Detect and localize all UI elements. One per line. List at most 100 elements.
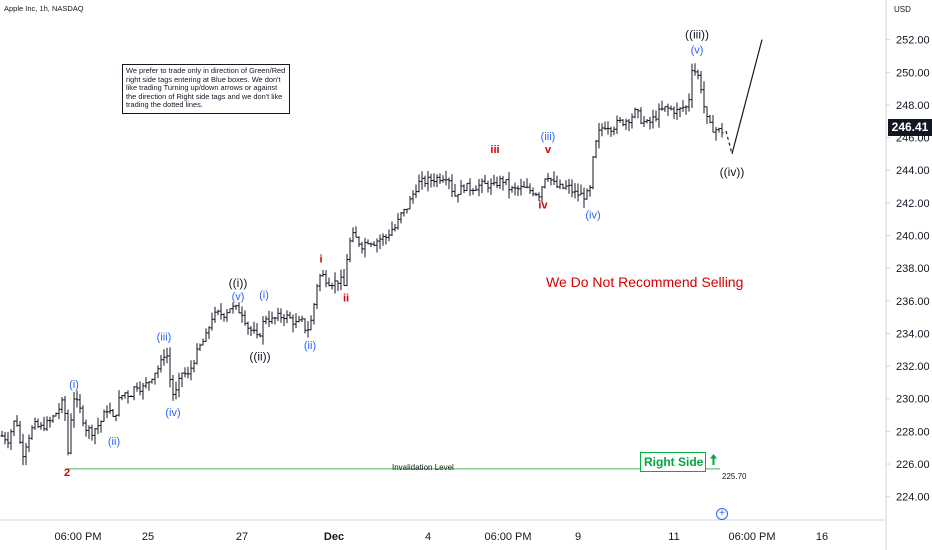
ohlc-bar (255, 323, 259, 339)
invalidation-label: Invalidation Level (392, 463, 454, 472)
ohlc-bar (135, 382, 139, 392)
price-tick-label: 244.00 (896, 165, 930, 177)
right-side-tag: Right Side (640, 452, 717, 472)
ohlc-bar (384, 234, 388, 245)
ohlc-bar (639, 107, 643, 125)
time-axis-labels: 06:00 PM 25 27 Dec 4 06:00 PM 9 11 06:00 PM 16 (54, 531, 828, 543)
ohlc-bar (27, 434, 31, 452)
ohlc-bar (699, 70, 703, 94)
price-tick-label: 250.00 (896, 67, 930, 79)
ohlc-bar (252, 321, 256, 334)
wave-label: (iv) (165, 407, 180, 419)
ohlc-bar (183, 367, 187, 378)
ohlc-bar (522, 181, 526, 188)
wave-label: (iii) (157, 332, 172, 344)
ohlc-bar (705, 106, 709, 124)
wave-label: i (319, 253, 322, 265)
price-tick-label: 248.00 (896, 100, 930, 112)
ohlc-bar (150, 378, 154, 384)
ohlc-bar (588, 184, 592, 197)
ohlc-bar (231, 302, 235, 314)
ohlc-bar (9, 429, 13, 451)
wave-label: ((ii)) (249, 349, 270, 363)
ohlc-bar (627, 118, 631, 132)
ohlc-bar (18, 421, 22, 444)
price-tick-label: 252.00 (896, 35, 930, 47)
ohlc-bar (387, 229, 391, 242)
price-tick-label: 240.00 (896, 231, 930, 243)
ohlc-bar (510, 185, 514, 193)
ohlc-bar (246, 321, 250, 335)
wave-label: (v) (691, 44, 704, 56)
ohlc-bar (420, 171, 424, 190)
ohlc-bar (651, 109, 655, 129)
ohlc-bar (123, 392, 127, 399)
ohlc-bar (351, 227, 355, 243)
ohlc-bar (372, 241, 376, 247)
ohlc-bar (90, 424, 94, 441)
ohlc-bar (450, 174, 454, 198)
ohlc-bar (690, 63, 694, 108)
ohlc-bar (333, 272, 337, 294)
ohlc-bar (159, 355, 163, 373)
ohlc-bar (111, 408, 115, 417)
ohlc-bar (186, 366, 190, 379)
ohlc-bar (597, 122, 601, 149)
ohlc-bar (474, 185, 478, 191)
ohlc-bar (342, 268, 346, 287)
ohlc-bar (354, 226, 358, 238)
ohlc-bar (57, 403, 61, 420)
ohlc-bar (39, 422, 43, 430)
ohlc-bar (126, 390, 130, 404)
price-tick-label: 228.00 (896, 426, 930, 438)
ohlc-bar (75, 390, 79, 408)
ohlc-bar (609, 126, 613, 137)
price-tick-label: 230.00 (896, 394, 930, 406)
ohlc-bar (129, 395, 133, 398)
ohlc-bar (207, 326, 211, 339)
ohlc-bar (444, 170, 448, 186)
ohlc-bar (156, 365, 160, 378)
ohlc-bar (438, 173, 442, 185)
ohlc-bar (234, 304, 238, 310)
ohlc-bar (216, 309, 220, 316)
ohlc-bar (120, 395, 124, 401)
ohlc-bar (228, 308, 232, 314)
ohlc-bar (666, 103, 670, 116)
price-tick-label: 224.00 (896, 492, 930, 504)
ohlc-bar (102, 409, 106, 422)
ohlc-bar (327, 277, 331, 287)
ohlc-bar (63, 395, 67, 421)
ohlc-bar (492, 174, 496, 186)
ohlc-bar (177, 372, 181, 398)
ohlc-bar (45, 416, 49, 432)
ohlc-bar (417, 174, 421, 193)
ohlc-bar (678, 107, 682, 118)
ohlc-bar (261, 316, 265, 345)
ohlc-bar (477, 178, 481, 197)
ohlc-bar (222, 313, 226, 322)
ohlc-bar (618, 117, 622, 124)
ohlc-bar (0, 430, 4, 437)
ohlc-bar (663, 106, 667, 113)
ohlc-bar (78, 394, 82, 414)
ohlc-bar (447, 177, 451, 190)
ohlc-bar (393, 224, 397, 232)
ohlc-bar (516, 185, 520, 197)
add-icon[interactable]: + (716, 508, 728, 520)
ohlc-bar (198, 343, 202, 351)
ohlc-bar (168, 347, 172, 388)
ohlc-bar (285, 310, 289, 324)
right-side-label: Right Side (644, 455, 704, 469)
ohlc-bar (180, 372, 184, 388)
wave-label: iii (490, 144, 499, 156)
wave-label: ((iii)) (685, 28, 709, 42)
ohlc-bar (645, 119, 649, 124)
ohlc-bar (525, 178, 529, 189)
ohlc-bar (60, 397, 64, 414)
ohlc-bar (147, 381, 151, 391)
projection-path (725, 39, 763, 155)
ohlc-bar (606, 121, 610, 135)
ohlc-bar (171, 375, 175, 401)
